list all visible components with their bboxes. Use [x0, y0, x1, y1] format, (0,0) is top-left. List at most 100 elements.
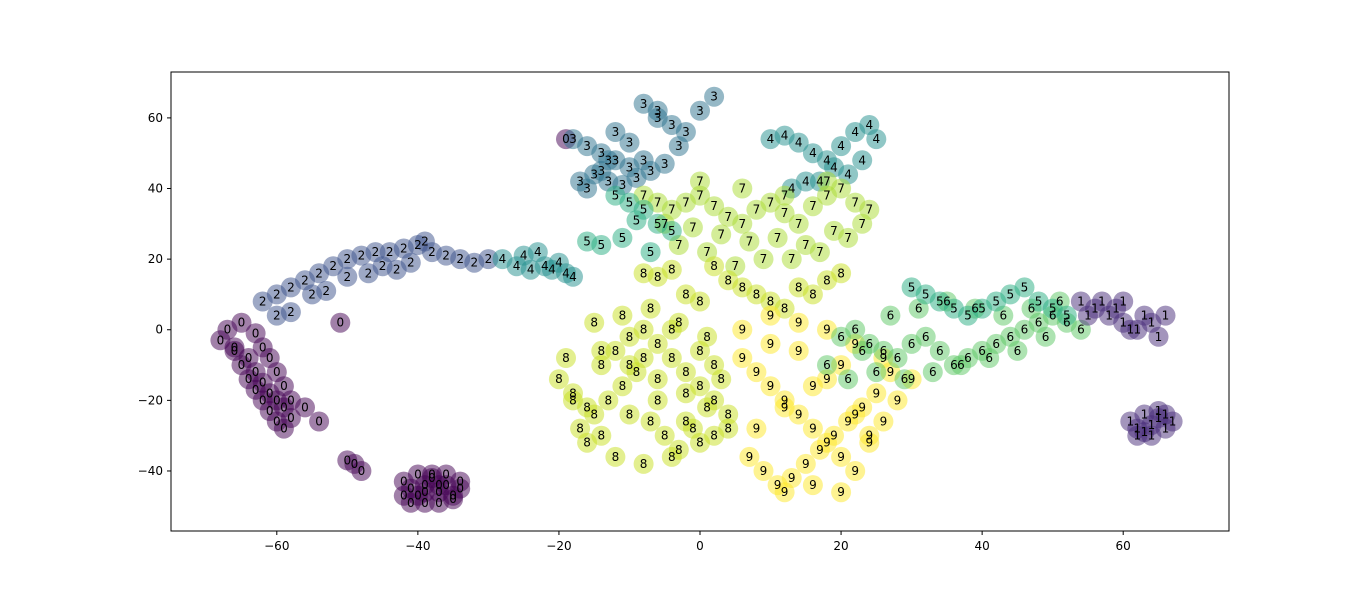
point-label: 8 — [837, 266, 845, 280]
point-label: 1 — [1084, 309, 1092, 323]
point-label: 5 — [597, 238, 605, 252]
point-label: 9 — [781, 400, 789, 414]
point-label: 5 — [992, 295, 1000, 309]
point-label: 8 — [626, 408, 634, 422]
data-point — [852, 340, 873, 361]
point-label: 2 — [322, 284, 330, 298]
point-label: 2 — [442, 249, 450, 263]
data-point — [1014, 277, 1035, 298]
point-label: 8 — [619, 309, 627, 323]
data-point — [605, 446, 626, 467]
point-label: 9 — [851, 464, 859, 478]
data-point — [647, 369, 668, 390]
data-point — [393, 485, 414, 506]
point-label: 5 — [978, 302, 986, 316]
x-tick-label: 20 — [833, 539, 848, 553]
point-label: 6 — [837, 330, 845, 344]
point-label: 8 — [823, 273, 831, 287]
point-label: 8 — [738, 280, 746, 294]
point-label: 7 — [816, 245, 824, 259]
data-point — [245, 323, 266, 344]
point-label: 1 — [1148, 429, 1156, 443]
point-label: 2 — [407, 256, 415, 270]
point-label: 6 — [1028, 302, 1036, 316]
point-label: 2 — [273, 309, 281, 323]
point-label: 8 — [626, 358, 634, 372]
data-point — [633, 348, 654, 368]
data-point — [746, 418, 767, 439]
point-label: 9 — [880, 415, 888, 429]
point-label: 2 — [414, 238, 422, 252]
data-point — [739, 446, 760, 467]
point-label: 9 — [795, 408, 803, 422]
point-label: 5 — [647, 245, 655, 259]
point-label: 0 — [287, 393, 295, 407]
point-label: 4 — [555, 256, 563, 270]
point-label: 8 — [640, 323, 648, 337]
data-point — [760, 333, 781, 354]
point-label: 8 — [809, 287, 817, 301]
points-layer — [210, 86, 1183, 513]
point-label: 1 — [1133, 323, 1141, 337]
point-label: 2 — [365, 266, 373, 280]
point-label: 9 — [844, 415, 852, 429]
point-label: 0 — [421, 485, 429, 499]
y-tick-label: −40 — [138, 464, 163, 478]
point-label: 2 — [379, 259, 387, 273]
point-label: 9 — [865, 429, 873, 443]
point-label: 2 — [273, 287, 281, 301]
data-point — [817, 171, 837, 192]
point-label: 4 — [513, 259, 521, 273]
data-point — [358, 263, 379, 284]
point-label: 6 — [950, 358, 958, 372]
data-point — [845, 319, 866, 340]
point-label: 9 — [823, 372, 831, 386]
data-point — [1035, 326, 1056, 347]
point-label: 6 — [992, 337, 1000, 351]
data-point — [824, 425, 844, 446]
point-label: 0 — [562, 132, 570, 146]
point-label: 7 — [696, 175, 704, 189]
point-label: 9 — [781, 393, 789, 407]
point-label: 6 — [957, 358, 965, 372]
data-point — [612, 376, 633, 397]
data-point — [711, 224, 732, 245]
point-label: 6 — [1056, 295, 1064, 309]
point-label: 6 — [872, 365, 880, 379]
data-point — [802, 284, 823, 305]
data-point — [633, 453, 654, 474]
point-label: 0 — [273, 365, 281, 379]
data-point — [697, 397, 718, 418]
point-label: 7 — [675, 238, 683, 252]
data-point — [647, 390, 668, 411]
point-label: 0 — [217, 333, 225, 347]
data-point — [887, 390, 908, 411]
point-label: 8 — [661, 429, 669, 443]
x-tick-label: −20 — [546, 539, 571, 553]
point-label: 8 — [640, 266, 648, 280]
point-label: 4 — [858, 153, 866, 167]
point-label: 0 — [280, 379, 288, 393]
point-label: 0 — [280, 422, 288, 436]
point-label: 6 — [943, 295, 951, 309]
point-label: 9 — [802, 457, 810, 471]
data-point — [661, 220, 682, 241]
point-label: 1 — [1155, 411, 1163, 425]
point-label: 5 — [583, 235, 591, 249]
point-label: 6 — [978, 344, 986, 358]
point-label: 8 — [710, 259, 718, 273]
point-label: 7 — [781, 189, 789, 203]
point-label: 6 — [823, 358, 831, 372]
point-label: 3 — [590, 167, 598, 181]
point-label: 1 — [1155, 404, 1163, 418]
data-point — [273, 418, 294, 439]
point-label: 1 — [1162, 422, 1170, 436]
point-label: 0 — [343, 453, 351, 467]
data-point — [915, 326, 936, 347]
point-label: 1 — [1126, 415, 1134, 429]
data-point — [577, 178, 598, 199]
point-label: 8 — [647, 302, 655, 316]
point-label: 2 — [343, 270, 351, 284]
point-label: 4 — [795, 136, 803, 150]
